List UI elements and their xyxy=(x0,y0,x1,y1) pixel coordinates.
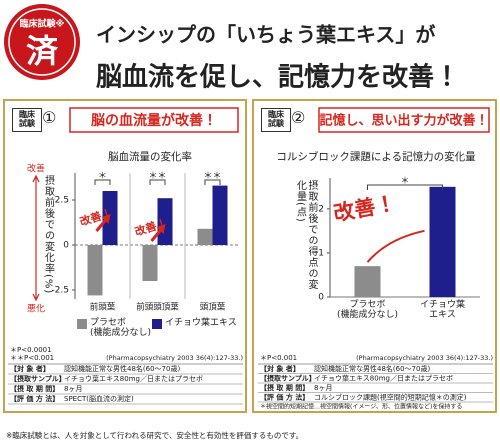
bar xyxy=(102,191,118,245)
note: ＊＊P<0.001 xyxy=(10,354,54,362)
stamp-ring xyxy=(8,8,76,76)
callout-arrow xyxy=(366,229,425,263)
y-arrow-head xyxy=(32,174,40,183)
headline-box xyxy=(69,107,239,133)
y-tick-label: 0 xyxy=(318,293,324,303)
chart-title: コルシブロック課題による記憶力の変化量 xyxy=(276,150,476,163)
significance-bracket xyxy=(204,179,221,185)
bar xyxy=(87,245,103,296)
citation: (Pharmacopsychiatry 2003 36(4):127-33.) xyxy=(106,354,243,362)
panel-headline: 記憶し、思い出す力が改善！ xyxy=(319,113,488,129)
callout-arrow-head xyxy=(101,214,111,224)
x-tick-label: 前頭頭頂葉 xyxy=(136,302,179,313)
bar xyxy=(429,186,456,297)
table-value: 認知機能正常な男性48名(60〜70歳) xyxy=(64,364,180,373)
table-key: 【対 象 者】 xyxy=(260,364,300,373)
stamp-top: 臨床試験※ xyxy=(20,18,65,30)
significance-bracket xyxy=(149,179,166,185)
table-key: 【対 象 者】 xyxy=(10,364,50,373)
y-tick-label: -2.5 xyxy=(51,286,69,296)
y-tick-label: 2 xyxy=(318,204,324,214)
table-value: 8ヶ月 xyxy=(64,385,82,393)
callout-arrow xyxy=(150,228,163,242)
table-footnote: ＊視空間的短期記憶…視空間情報(イメージ、形、位置情報など)を保持する xyxy=(260,403,462,411)
table-key: 【評 価 方 法】 xyxy=(10,394,59,403)
x-tick-label: イチョウ葉 エキス xyxy=(419,300,465,321)
legend-swatch xyxy=(77,319,87,329)
legend-label: プラセボ (機能成分なし) xyxy=(90,318,152,339)
significance: ＊＊ xyxy=(148,172,166,182)
bar xyxy=(197,228,213,245)
badge: 臨床 試験 xyxy=(12,108,42,132)
y-axis-label: 摂取前後での変化率(%) xyxy=(42,175,54,295)
table-key: 【摂 取 期 間】 xyxy=(10,384,59,393)
footer: ※臨床試験とは、人を対象として行われる研究で、安全性と有効性を評価するものです。 xyxy=(6,430,303,440)
stamp xyxy=(4,4,80,80)
significance-bracket xyxy=(367,184,443,190)
table-value: SPECT(脳血流の測定) xyxy=(64,394,134,403)
table-key: 【摂取サンプル】 xyxy=(10,374,66,383)
panel-frame xyxy=(3,99,247,413)
note: ＊P<0.0001 xyxy=(10,346,52,354)
bar xyxy=(142,245,158,281)
headline: インシップの「いちょう葉エキス」が xyxy=(96,23,435,47)
y-tick-label: 0 xyxy=(63,241,69,251)
table-key: 【評 価 方 法】 xyxy=(260,392,309,401)
bar xyxy=(157,198,173,245)
significance: ＊＊ xyxy=(203,172,221,182)
table-value: 8ヶ月 xyxy=(314,384,332,392)
callout-arrow-head xyxy=(156,224,166,234)
legend-swatch xyxy=(152,319,162,329)
x-tick-label: プラセボ (機能成分なし) xyxy=(336,300,399,321)
citation: (Pharmacopsychiatry 2003 36(4):127-33.) xyxy=(356,354,493,362)
legend-label: イチョウ葉エキス xyxy=(165,318,237,328)
y-tick-label: 2.5 xyxy=(55,196,69,206)
note: ＊P<0.001 xyxy=(260,354,297,362)
badge-number: ① xyxy=(42,108,57,127)
table-key: 【摂取サンプル】 xyxy=(260,373,316,382)
y-tick-label: 1 xyxy=(318,248,324,258)
callout-arrow xyxy=(95,218,108,232)
x-tick-label: 前頭葉 xyxy=(90,302,116,313)
table-key: 【摂 取 期 間】 xyxy=(260,383,309,392)
bar xyxy=(354,266,381,297)
significance: ＊ xyxy=(400,177,409,187)
y-arrow-head xyxy=(32,293,40,302)
table-value: イチョウ葉エキス80mg／日またはプラセボ xyxy=(64,374,203,383)
table-value: コルシブロック課題(視空間的短期記憶＊の測定) xyxy=(314,392,467,401)
panel-headline: 脳の血流量が改善！ xyxy=(91,112,217,129)
y-bottom-label: 悪化 xyxy=(27,304,45,315)
headline: 脳血流を促し、記憶力を改善！ xyxy=(95,62,460,93)
x-tick-label: 頭頂葉 xyxy=(200,302,226,313)
badge-number: ② xyxy=(291,108,306,127)
headline-box xyxy=(318,107,490,133)
table-value: イチョウ葉エキス80mg／日またはプラセボ xyxy=(314,373,453,382)
significance-bracket xyxy=(94,179,111,185)
stamp-main: 済 xyxy=(26,32,59,70)
table-value: 認知機能正常な男性48名(60〜70歳) xyxy=(314,364,430,373)
badge: 臨床 試験 xyxy=(261,108,291,132)
y-axis-label: 摂取前後での得点の変化量(点) xyxy=(294,180,318,290)
significance: ＊ xyxy=(98,172,107,182)
y-top-label: 改善 xyxy=(27,163,45,175)
chart-title: 脳血流量の変化率 xyxy=(108,150,192,163)
bar xyxy=(212,185,228,245)
